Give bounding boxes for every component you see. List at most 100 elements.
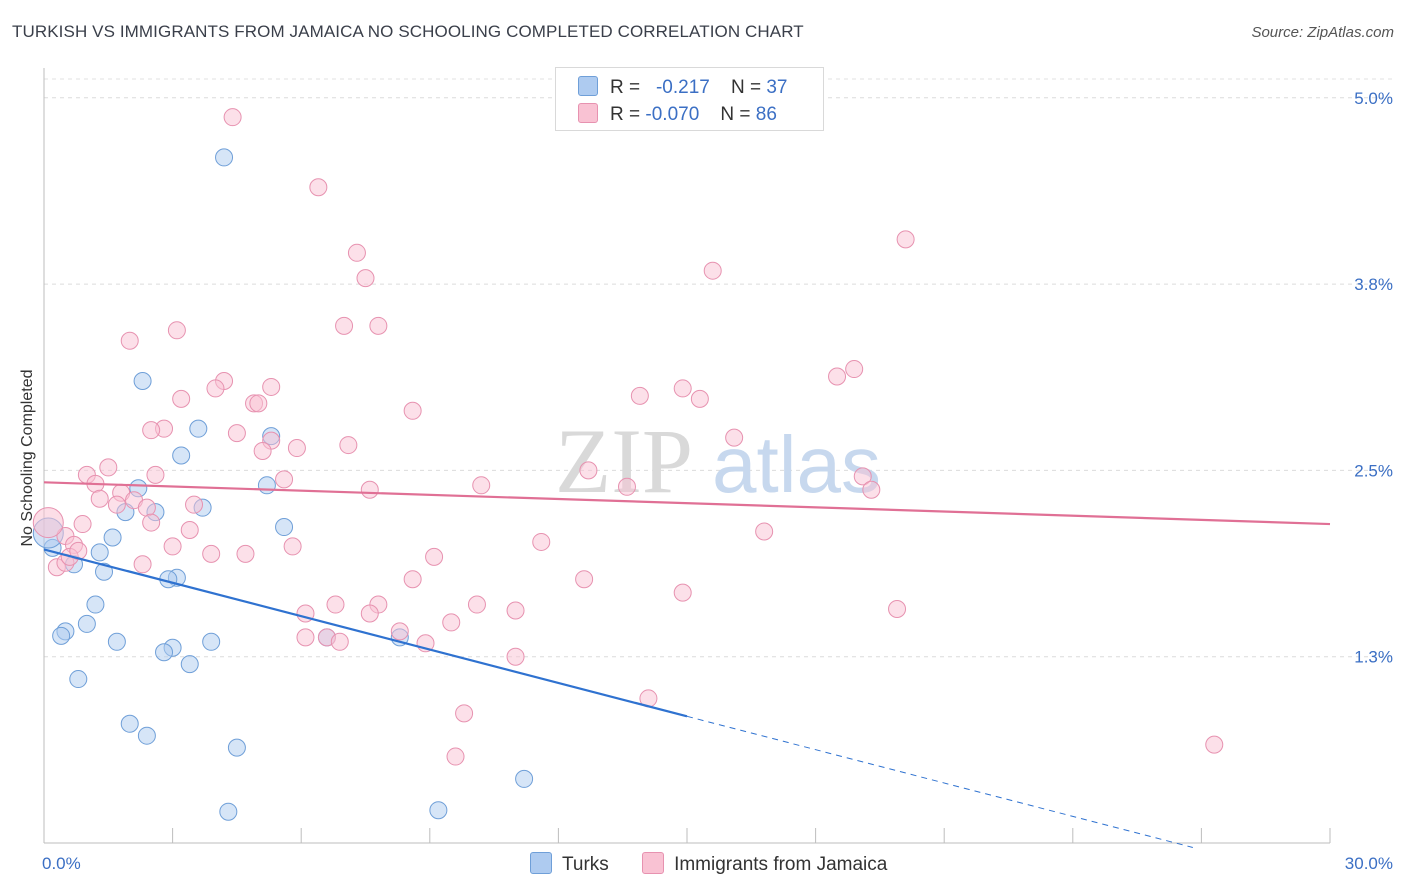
legend-n-label: N = xyxy=(720,104,751,125)
jamaica-point xyxy=(120,331,139,350)
jamaica-point xyxy=(146,465,165,484)
legend-item-jamaica: Immigrants from Jamaica xyxy=(642,852,887,876)
source-label: Source: ZipAtlas.com xyxy=(1251,24,1394,41)
legend-swatch-turks xyxy=(530,852,552,874)
legend-item-turks: Turks xyxy=(530,852,609,876)
jamaica-point xyxy=(725,428,744,447)
turks-point xyxy=(515,769,534,788)
jamaica-point xyxy=(90,489,109,508)
jamaica-point xyxy=(249,394,268,413)
jamaica-point xyxy=(185,495,204,514)
jamaica-point xyxy=(853,467,872,486)
turks-point xyxy=(257,476,276,495)
legend-swatch-jamaica xyxy=(578,103,598,123)
turks-point xyxy=(107,632,126,651)
x-tick-label: 30.0% xyxy=(1345,854,1393,873)
jamaica-point xyxy=(390,622,409,641)
legend-r-value: -0.070 xyxy=(645,104,700,125)
jamaica-point xyxy=(202,544,221,563)
jamaica-point xyxy=(703,261,722,280)
jamaica-point xyxy=(673,379,692,398)
turks-point xyxy=(77,614,96,633)
jamaica-trend-line xyxy=(43,481,1331,526)
axes xyxy=(43,68,1331,844)
jamaica-point xyxy=(99,458,118,477)
y-tick-label: 3.8% xyxy=(1354,275,1393,294)
turks-point xyxy=(69,670,88,689)
jamaica-point xyxy=(137,498,156,517)
legend-n-label: N = xyxy=(730,77,762,98)
turks-point xyxy=(202,632,221,651)
jamaica-point xyxy=(330,632,349,651)
turks-point xyxy=(120,714,139,733)
jamaica-point xyxy=(828,367,847,386)
jamaica-point xyxy=(845,360,864,379)
jamaica-point xyxy=(896,230,915,249)
legend-row-jamaica: R = -0.070 N = 86 xyxy=(578,103,777,126)
y-tick-label: 2.5% xyxy=(1354,461,1393,480)
turks-point xyxy=(429,801,448,820)
jamaica-point xyxy=(326,595,345,614)
jamaica-point xyxy=(347,243,366,262)
jamaica-point xyxy=(579,461,598,480)
jamaica-point xyxy=(862,480,881,499)
jamaica-point xyxy=(236,544,255,563)
turks-point xyxy=(133,371,152,390)
jamaica-point xyxy=(403,401,422,420)
jamaica-point xyxy=(506,647,525,666)
jamaica-point xyxy=(172,389,191,408)
legend-n-value: 86 xyxy=(755,104,777,125)
jamaica-point xyxy=(360,480,379,499)
turks-point xyxy=(95,562,114,581)
jamaica-point xyxy=(755,522,774,541)
turks-point xyxy=(172,446,191,465)
turks-trend-extension xyxy=(686,715,1193,848)
jamaica-point xyxy=(309,178,328,197)
jamaica-point xyxy=(356,269,375,288)
turks-point xyxy=(275,518,294,537)
jamaica-point xyxy=(673,583,692,602)
jamaica-point xyxy=(369,316,388,335)
legend-label-jamaica: Immigrants from Jamaica xyxy=(674,854,888,875)
jamaica-point xyxy=(360,604,379,623)
legend-r-label: R = xyxy=(610,77,641,98)
legend-label-turks: Turks xyxy=(562,854,609,875)
jamaica-point xyxy=(888,600,907,619)
jamaica-point xyxy=(630,386,649,405)
turks-point xyxy=(137,726,156,745)
legend-n-value: 37 xyxy=(766,77,788,98)
jamaica-point xyxy=(455,704,474,723)
watermark-zip: ZIP xyxy=(555,410,693,512)
jamaica-point xyxy=(287,439,306,458)
jamaica-point xyxy=(253,442,272,461)
jamaica-point xyxy=(227,424,246,443)
jamaica-point xyxy=(133,555,152,574)
legend-swatch-jamaica xyxy=(642,852,665,874)
data-points xyxy=(32,108,1224,821)
jamaica-point xyxy=(167,321,186,340)
grid-lines xyxy=(44,78,1392,658)
jamaica-point xyxy=(467,595,486,614)
turks-point xyxy=(86,595,105,614)
jamaica-point xyxy=(532,532,551,551)
jamaica-point xyxy=(425,547,444,566)
legend-r-label: R = xyxy=(610,104,641,125)
jamaica-point xyxy=(275,470,294,489)
jamaica-point xyxy=(472,476,491,495)
x-tick-label: 0.0% xyxy=(42,854,81,873)
turks-point xyxy=(155,643,174,662)
jamaica-point xyxy=(73,515,92,534)
jamaica-point xyxy=(180,521,199,540)
series-legend: Turks Immigrants from Jamaica xyxy=(530,852,915,876)
turks-point xyxy=(52,626,71,645)
legend-r-value: -0.217 xyxy=(655,77,710,98)
y-tick-label: 5.0% xyxy=(1354,89,1393,108)
jamaica-point xyxy=(617,477,636,496)
turks-point xyxy=(215,148,234,167)
turks-point xyxy=(189,419,208,438)
turks-point xyxy=(227,738,246,757)
correlation-legend: R = -0.217 N = 37 R = -0.070 N = 86 xyxy=(555,67,824,131)
jamaica-point xyxy=(32,507,64,539)
y-tick-label: 1.3% xyxy=(1354,648,1393,667)
